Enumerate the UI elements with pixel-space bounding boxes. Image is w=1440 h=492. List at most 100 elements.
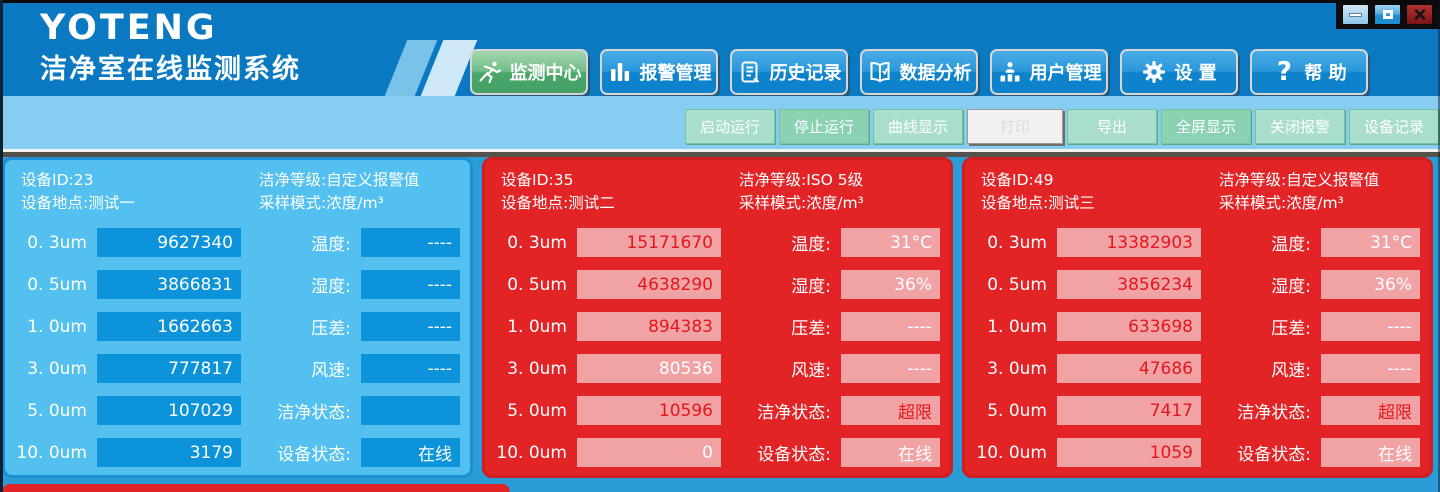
- env-value-box: ----: [361, 270, 460, 299]
- separator-line: [0, 149, 1440, 152]
- env-value-box: ----: [1321, 312, 1420, 341]
- nav-label: 数据分析: [899, 63, 972, 84]
- action-toolbar: 启动运行 停止运行 曲线显示 打印 导出 全屏显示 关闭报警 设备记录: [0, 96, 1440, 150]
- particle-count-value: 47686: [1138, 358, 1193, 379]
- env-value-box: 在线: [361, 438, 460, 467]
- particle-count-value: 7417: [1149, 400, 1193, 421]
- particle-count-value: 3866831: [157, 274, 233, 295]
- env-value-box: ----: [1321, 354, 1420, 383]
- runner-icon: [477, 59, 503, 85]
- particle-size-label: 5. 0um: [987, 400, 1047, 421]
- particle-count-value: 1059: [1149, 442, 1193, 463]
- device-id: 设备ID:49: [981, 171, 1054, 189]
- close-alarm-button[interactable]: 关闭报警: [1255, 109, 1345, 144]
- main-nav: 监测中心 报警管理 历史记录 数据分析 用户管理 设 置 ? 帮 助: [470, 49, 1368, 95]
- env-value-box: 超限: [1321, 396, 1420, 425]
- env-label: 设备状态:: [1237, 445, 1311, 465]
- particle-count-box: 47686: [1057, 354, 1201, 383]
- env-value-box: 36%: [841, 270, 940, 299]
- env-label: 风速:: [311, 361, 351, 381]
- minimize-icon: [1349, 12, 1362, 17]
- env-value-box: ----: [361, 228, 460, 257]
- maximize-button[interactable]: [1374, 4, 1401, 25]
- export-button[interactable]: 导出: [1067, 109, 1157, 144]
- particle-count-box: 80536: [577, 354, 721, 383]
- maximize-icon: [1382, 10, 1393, 19]
- window-right-edge: [1438, 0, 1440, 492]
- brand-logo: YOTENG: [40, 8, 218, 48]
- sample-mode: 采样模式:浓度/m³: [739, 194, 864, 212]
- minimize-button[interactable]: [1342, 4, 1369, 25]
- toolbar-button-label: 导出: [1096, 118, 1127, 136]
- stop-run-button[interactable]: 停止运行: [779, 109, 869, 144]
- env-value: ----: [427, 232, 452, 253]
- particle-count-box: 9627340: [97, 228, 241, 257]
- window-controls: [1342, 4, 1433, 25]
- particle-size-label: 3. 0um: [987, 358, 1047, 379]
- nav-data-analysis[interactable]: 数据分析: [860, 49, 978, 95]
- particle-size-label: 1. 0um: [507, 316, 567, 337]
- particle-size-label: 0. 5um: [987, 274, 1047, 295]
- particle-count-value: 15171670: [626, 232, 713, 253]
- bar-chart-icon: [607, 59, 633, 85]
- particle-size-label: 10. 0um: [976, 442, 1047, 463]
- particle-count-box: 10596: [577, 396, 721, 425]
- panel-info: 设备ID:49 设备地点:测试三 洁净等级:自定义报警值 采样模式:浓度/m³: [981, 169, 1416, 215]
- env-value: 在线: [1378, 445, 1412, 465]
- env-label: 风速:: [1271, 361, 1311, 381]
- curve-view-button[interactable]: 曲线显示: [873, 109, 963, 144]
- toolbar-button-label: 设备记录: [1363, 118, 1424, 136]
- nav-label: 监测中心: [509, 63, 582, 84]
- device-location: 设备地点:测试二: [501, 194, 615, 212]
- particle-count-value: 0: [702, 442, 713, 463]
- nav-history-records[interactable]: 历史记录: [730, 49, 848, 95]
- sample-mode: 采样模式:浓度/m³: [259, 194, 384, 212]
- env-value-box: 在线: [1321, 438, 1420, 467]
- particle-count-value: 1662663: [157, 316, 233, 337]
- gear-icon: [1141, 59, 1167, 85]
- env-value-box: [361, 396, 460, 425]
- env-label: 洁净状态:: [757, 403, 831, 423]
- start-run-button[interactable]: 启动运行: [685, 109, 775, 144]
- device-location: 设备地点:测试三: [981, 194, 1095, 212]
- toolbar-button-label: 全屏显示: [1175, 118, 1236, 136]
- particle-count-box: 15171670: [577, 228, 721, 257]
- particle-count-value: 777817: [168, 358, 233, 379]
- print-button[interactable]: 打印: [967, 109, 1063, 144]
- env-value: 超限: [1378, 403, 1412, 423]
- nav-alarm-management[interactable]: 报警管理: [600, 49, 718, 95]
- nav-label: 报警管理: [639, 63, 712, 84]
- nav-settings[interactable]: 设 置: [1120, 49, 1238, 95]
- clean-grade: 洁净等级:ISO 5级: [739, 171, 864, 189]
- app-header: YOTENG 洁净室在线监测系统 监测中心 报警管理 历史记录 数据分析 用户管理 设 置…: [0, 0, 1440, 96]
- nav-help[interactable]: ? 帮 助: [1250, 49, 1368, 95]
- particle-count-value: 10596: [658, 400, 713, 421]
- panel-readouts: 0. 3um 9627340 温度: ---- 0. 5um 3866831 湿度: ----…: [5, 228, 460, 467]
- separator-line: [0, 152, 1440, 157]
- particle-count-value: 80536: [658, 358, 713, 379]
- env-label: 洁净状态:: [277, 403, 351, 423]
- particle-size-label: 0. 3um: [507, 232, 567, 253]
- particle-count-value: 107029: [168, 400, 233, 421]
- env-value: 在线: [418, 445, 452, 465]
- particle-size-label: 3. 0um: [27, 358, 87, 379]
- panel-info: 设备ID:23 设备地点:测试一 洁净等级:自定义报警值 采样模式:浓度/m³: [21, 169, 456, 215]
- device-panel-1: 设备ID:23 设备地点:测试一 洁净等级:自定义报警值 采样模式:浓度/m³ 0. 3…: [2, 157, 473, 478]
- clean-grade: 洁净等级:自定义报警值: [259, 171, 420, 189]
- panel-readouts: 0. 3um 13382903 温度: 31°C 0. 5um 3856234 湿度: 36%…: [965, 228, 1420, 467]
- env-label: 压差:: [1271, 319, 1311, 339]
- particle-size-label: 10. 0um: [496, 442, 567, 463]
- device-record-button[interactable]: 设备记录: [1349, 109, 1439, 144]
- close-button[interactable]: [1406, 4, 1433, 25]
- nav-monitor-center[interactable]: 监测中心: [470, 49, 588, 95]
- particle-size-label: 0. 3um: [27, 232, 87, 253]
- particle-size-label: 1. 0um: [27, 316, 87, 337]
- particle-count-value: 3856234: [1117, 274, 1193, 295]
- particle-size-label: 5. 0um: [507, 400, 567, 421]
- particle-count-box: 633698: [1057, 312, 1201, 341]
- full-screen-button[interactable]: 全屏显示: [1161, 109, 1251, 144]
- particle-size-label: 0. 3um: [987, 232, 1047, 253]
- toolbar-button-label: 曲线显示: [887, 118, 948, 136]
- nav-user-management[interactable]: 用户管理: [990, 49, 1108, 95]
- open-book-icon: [867, 59, 893, 85]
